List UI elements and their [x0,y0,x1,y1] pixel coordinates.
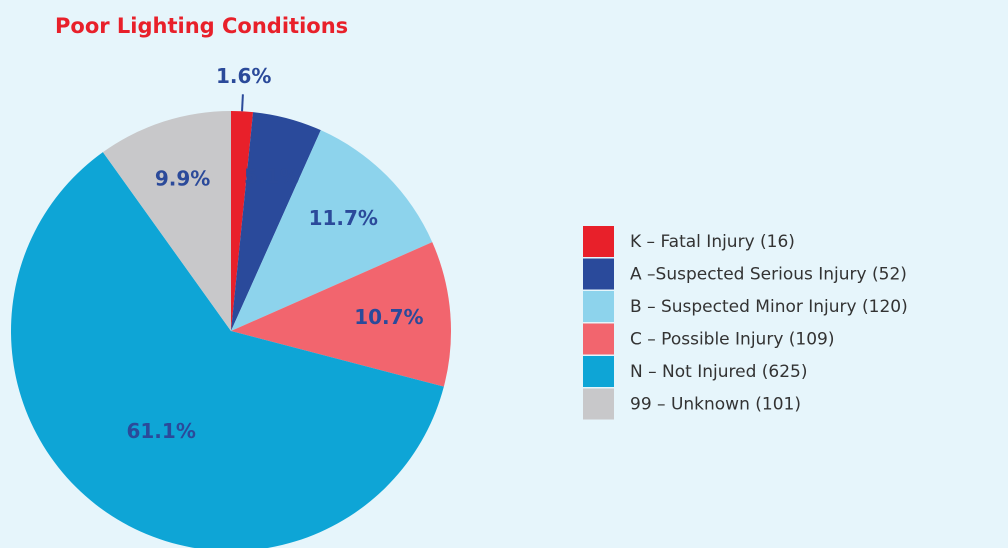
data-label: 11.7% [309,206,378,230]
pie-slice [231,112,321,332]
legend-label: B – Suspected Minor Injury (120) [630,297,908,317]
pie-slice [11,152,444,548]
pie-slice [231,242,451,387]
data-label: 9.9% [155,167,210,191]
pie-slice [231,111,254,331]
leader-line [241,94,244,112]
legend-swatch [583,226,614,257]
legend-label: C – Possible Injury (109) [630,330,835,350]
data-label: 10.7% [354,305,423,329]
legend-label: N – Not Injured (625) [630,362,807,382]
data-label: 5.1% [244,164,299,188]
chart-title: Poor Lighting Conditions [55,14,348,38]
legend-swatch [583,388,614,420]
legend-label: 99 – Unknown (101) [630,395,801,415]
pie-slice [102,111,231,331]
legend-label: A –Suspected Serious Injury (52) [630,265,907,285]
legend-swatch [583,291,614,322]
pie-slice [231,130,433,331]
data-label: 1.6% [216,64,271,88]
legend-swatch [583,258,614,290]
legend-swatch [583,323,614,355]
legend-label: K – Fatal Injury (16) [630,232,795,252]
legend-swatch [583,356,614,387]
data-label: 61.1% [126,419,195,443]
